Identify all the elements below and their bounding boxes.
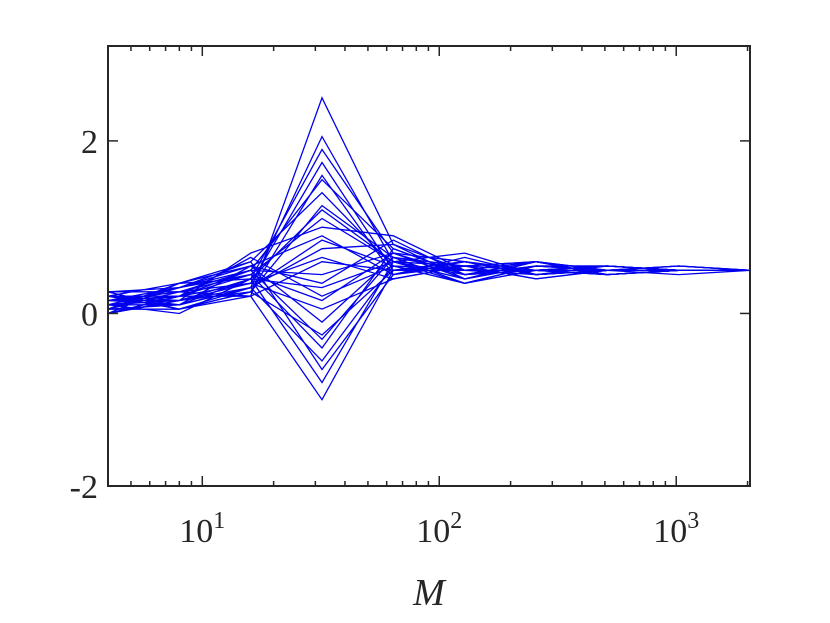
y-tick-label: 0 bbox=[81, 296, 98, 333]
series-line-29 bbox=[108, 174, 750, 302]
y-tick-label: -2 bbox=[70, 469, 98, 506]
x-tick-label: 101 bbox=[179, 508, 225, 550]
plot-frame bbox=[107, 45, 751, 487]
tick-label-layer: 101 102 103 -2 0 2 bbox=[70, 124, 700, 550]
series-line-28 bbox=[108, 256, 750, 341]
x-tick-label: 103 bbox=[653, 508, 699, 550]
x-tick-label: 102 bbox=[416, 508, 462, 550]
series-layer bbox=[108, 96, 750, 401]
y-tick-label: 2 bbox=[81, 124, 98, 161]
series-line-30 bbox=[108, 209, 750, 310]
x-axis-label: M bbox=[412, 572, 447, 614]
